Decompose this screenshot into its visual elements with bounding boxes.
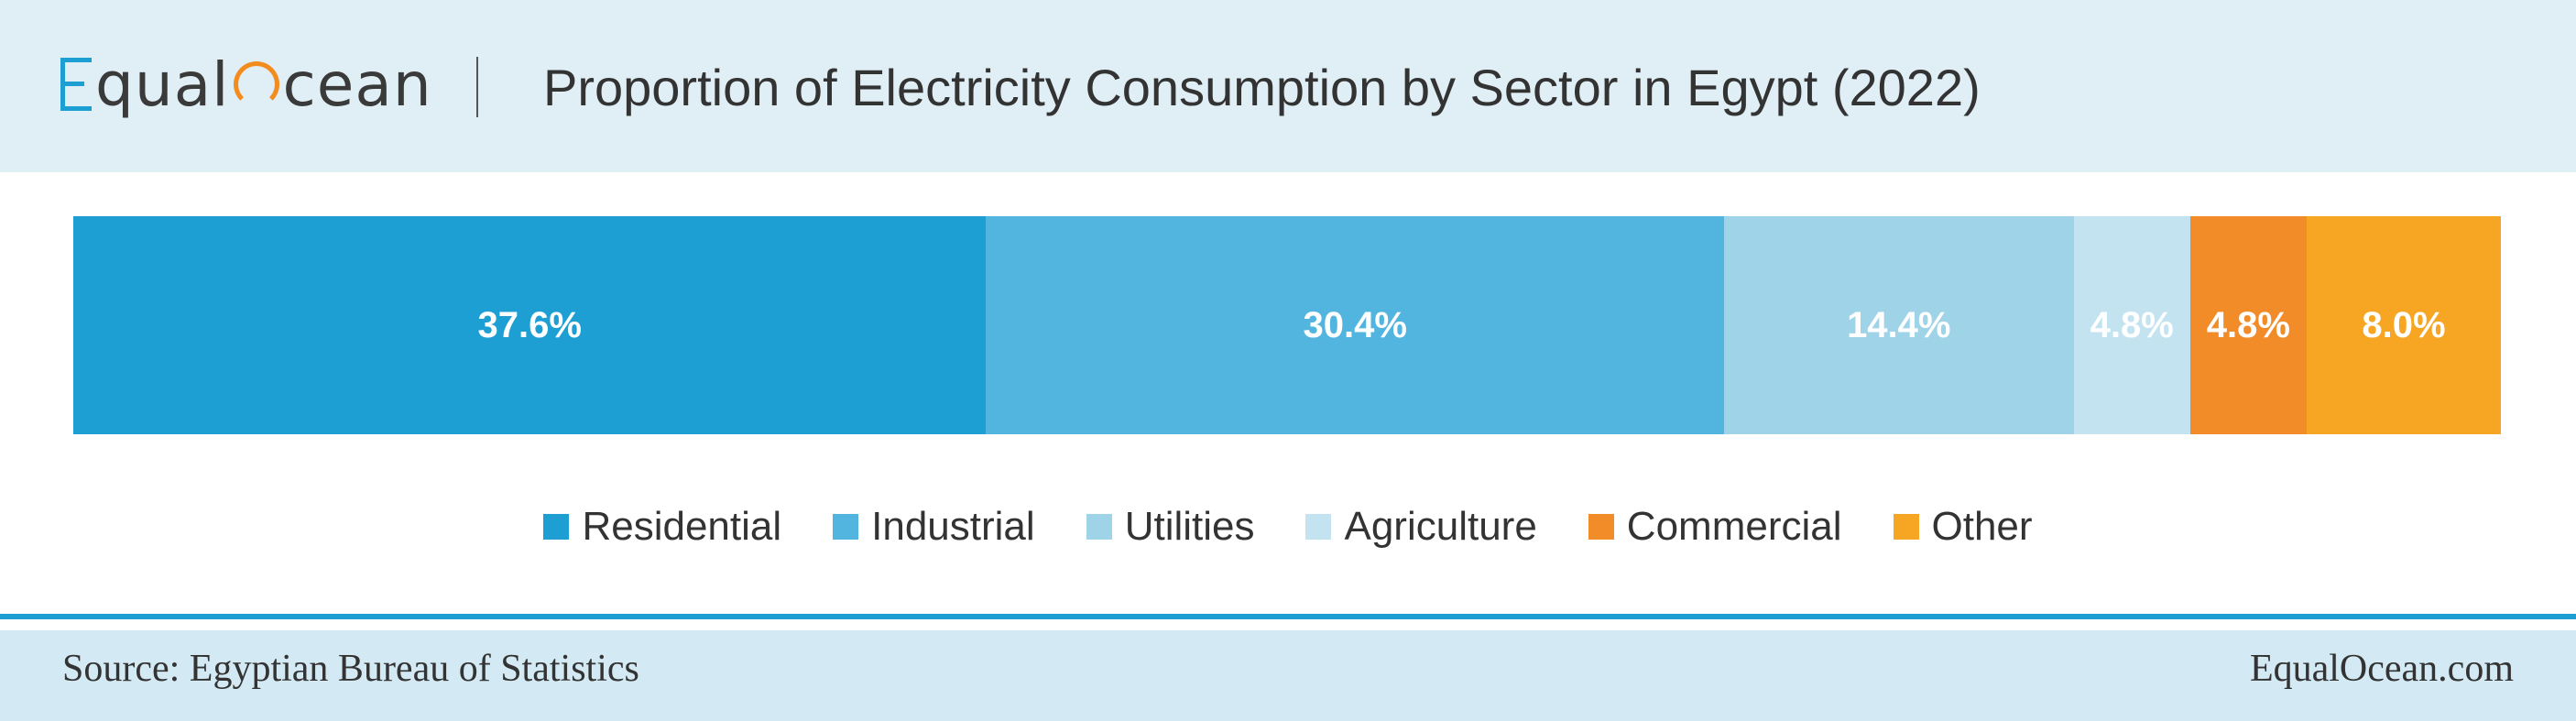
bar-segment-utilities: 14.4% (1723, 216, 2074, 434)
data-label-commercial: 4.8% (2206, 304, 2290, 345)
source-note: Source: Egyptian Bureau of Statistics (62, 648, 639, 690)
data-label-agriculture: 4.8% (2090, 304, 2174, 345)
site-link[interactable]: EqualOcean.com (2249, 648, 2514, 690)
logo-text-part1: qual (95, 49, 230, 120)
legend-label: Industrial (871, 504, 1035, 549)
bar-segment-commercial: 4.8% (2189, 216, 2307, 434)
legend-swatch (1086, 514, 1112, 540)
bar-segment-other: 8.0% (2306, 216, 2501, 434)
bar-segment-agriculture: 4.8% (2073, 216, 2190, 434)
legend-label: Utilities (1124, 504, 1255, 549)
bar-segment-industrial: 30.4% (986, 216, 1724, 434)
legend-label: Residential (582, 504, 782, 549)
footer-band (0, 630, 2576, 721)
legend-swatch (543, 514, 570, 540)
logo-e-icon (60, 58, 92, 111)
data-label-residential: 37.6% (477, 304, 582, 345)
header-divider (476, 57, 478, 117)
legend-label: Agriculture (1344, 504, 1537, 549)
legend-item-agriculture: Agriculture (1305, 504, 1537, 550)
data-label-industrial: 30.4% (1303, 304, 1407, 345)
chart-title: Proportion of Electricity Consumption by… (543, 59, 1981, 116)
legend-label: Other (1931, 504, 2033, 549)
stacked-bar: 37.6% 30.4% 14.4% 4.8% 4.8% 8.0% (73, 216, 2501, 434)
data-label-other: 8.0% (2362, 304, 2446, 345)
legend-item-commercial: Commercial (1588, 504, 1842, 550)
header-band (0, 0, 2576, 172)
legend-item-industrial: Industrial (833, 504, 1035, 550)
legend-swatch (1305, 514, 1332, 540)
equalocean-logo: qual cean (60, 48, 432, 121)
legend-swatch (1588, 514, 1614, 540)
legend-swatch (833, 514, 859, 540)
legend-item-residential: Residential (543, 504, 781, 550)
legend-item-utilities: Utilities (1086, 504, 1255, 550)
logo-o-icon (233, 61, 279, 107)
legend-label: Commercial (1626, 504, 1842, 549)
data-label-utilities: 14.4% (1847, 304, 1951, 345)
legend: Residential Industrial Utilities Agricultur… (0, 495, 2576, 559)
logo-text-part2: cean (282, 49, 432, 120)
legend-item-other: Other (1893, 504, 2033, 550)
bar-segment-residential: 37.6% (73, 216, 987, 434)
footer-rule (0, 614, 2576, 619)
legend-swatch (1893, 514, 1919, 540)
